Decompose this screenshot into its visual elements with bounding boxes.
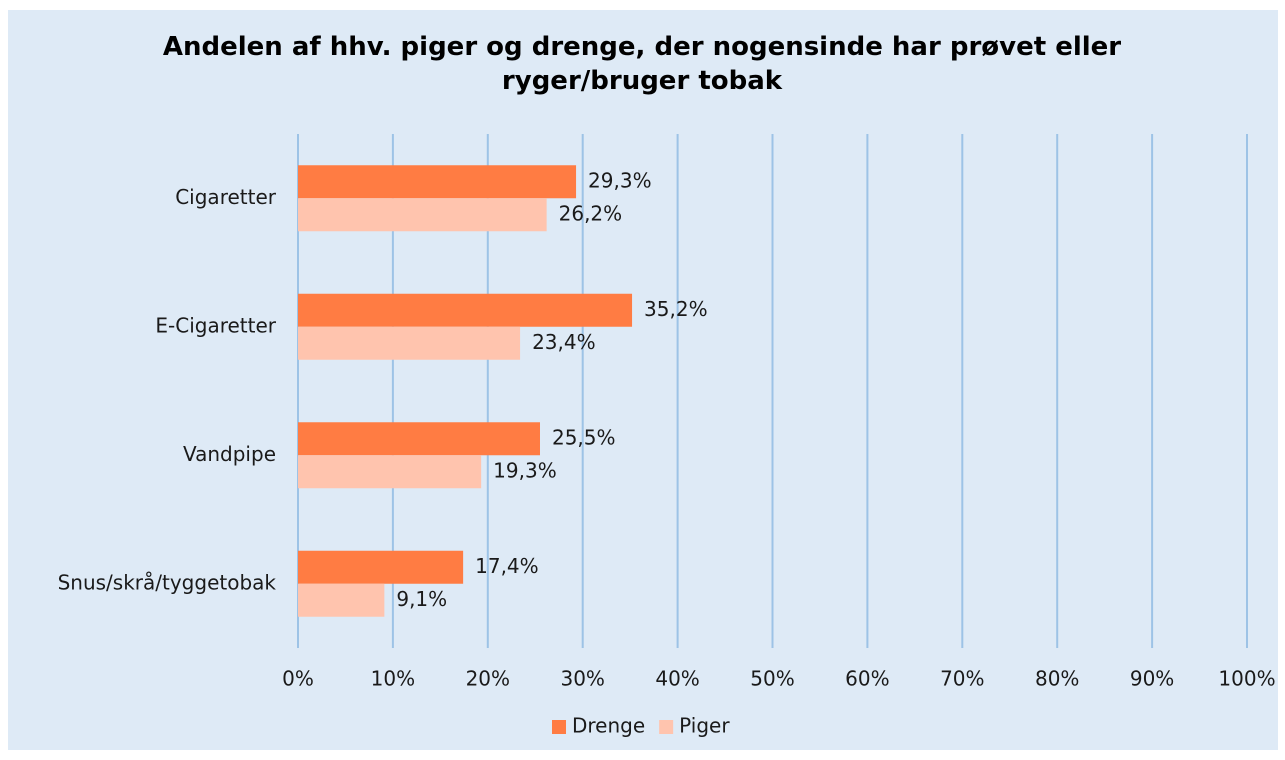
bar	[298, 422, 540, 456]
data-label: 29,3%	[588, 168, 652, 192]
chart-title: Andelen af hhv. piger og drenge, der nog…	[162, 32, 1122, 96]
bar	[298, 198, 547, 232]
y-tick-label: Cigaretter	[175, 185, 277, 209]
bar	[298, 550, 464, 584]
legend-label: Piger	[679, 714, 730, 738]
legend-swatch	[659, 720, 674, 734]
data-label: 26,2%	[559, 201, 623, 225]
y-tick-label: Vandpipe	[183, 442, 276, 466]
y-tick-label: E-Cigaretter	[155, 313, 276, 337]
x-tick-label: 100%	[1218, 667, 1275, 691]
x-tick-label: 10%	[371, 667, 415, 691]
legend-swatch	[552, 720, 566, 734]
bar	[298, 293, 633, 327]
x-tick-label: 50%	[750, 667, 794, 691]
x-tick-label: 60%	[845, 667, 889, 691]
x-tick-label: 30%	[560, 667, 604, 691]
data-label: 25,5%	[552, 425, 616, 449]
y-tick-label: Snus/skrå/tyggetobak	[58, 570, 277, 594]
bar	[298, 165, 577, 199]
data-label: 17,4%	[475, 554, 539, 578]
bar	[298, 455, 482, 489]
x-tick-label: 20%	[466, 667, 510, 691]
data-label: 23,4%	[532, 330, 596, 354]
x-tick-label: 40%	[655, 667, 699, 691]
data-label: 35,2%	[644, 297, 708, 321]
chart-background	[8, 10, 1278, 750]
x-tick-label: 80%	[1035, 667, 1079, 691]
data-label: 19,3%	[493, 458, 557, 482]
data-label: 9,1%	[396, 587, 447, 611]
x-tick-label: 0%	[282, 667, 314, 691]
bar	[298, 326, 521, 360]
legend-label: Drenge	[572, 714, 645, 738]
bar	[298, 583, 385, 617]
x-tick-label: 70%	[940, 667, 984, 691]
x-tick-label: 90%	[1130, 667, 1174, 691]
